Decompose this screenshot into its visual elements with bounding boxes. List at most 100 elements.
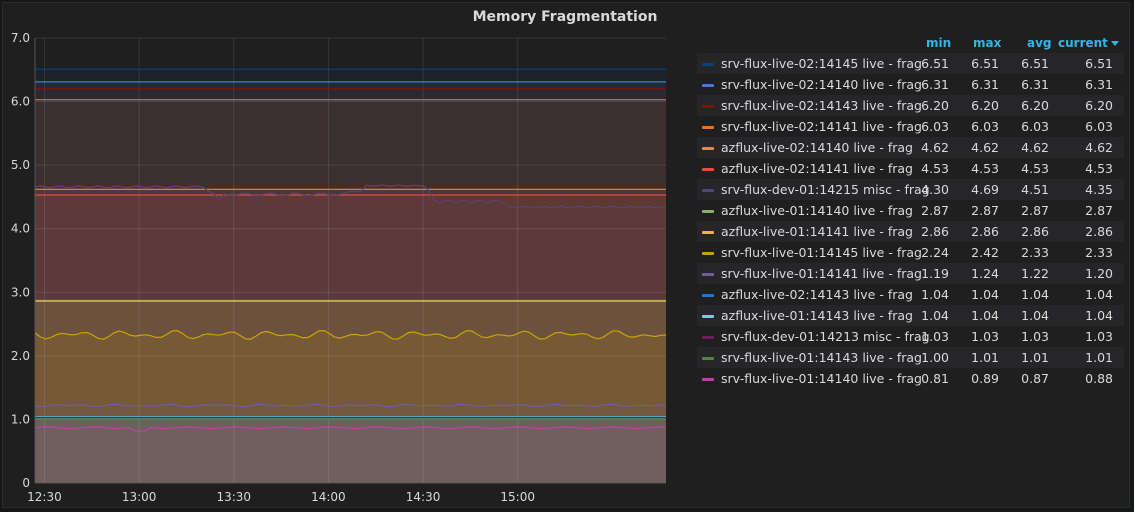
series-color-swatch[interactable] <box>702 126 714 129</box>
chart-axes: 0 1.0 2.0 3.0 4.0 5.0 6.0 7.0 12:30 13:00 13:30 14:… <box>11 31 666 504</box>
series-color-swatch[interactable] <box>702 210 714 213</box>
series-max: 1.04 <box>971 287 999 302</box>
legend-row[interactable]: azflux-live-02:14143 live - frag 1.04 1.04… <box>697 284 1124 305</box>
legend-row[interactable]: srv-flux-live-01:14140 live - frag 0.81 0.… <box>697 368 1124 389</box>
series-fill <box>35 416 666 483</box>
series-max: 1.24 <box>971 266 999 281</box>
series-max: 4.69 <box>971 182 999 197</box>
y-tick-label: 4.0 <box>11 222 30 236</box>
legend-row[interactable]: srv-flux-live-01:14145 live - frag 2.24 2.… <box>697 242 1124 263</box>
series-max: 0.89 <box>971 371 999 386</box>
series-name[interactable]: srv-flux-live-02:14145 live - frag <box>721 56 922 71</box>
series-color-swatch[interactable] <box>702 147 714 150</box>
x-tick-label: 14:00 <box>311 490 346 504</box>
series-color-swatch[interactable] <box>702 231 714 234</box>
legend-header-avg[interactable]: avg <box>1027 36 1052 50</box>
series-max: 1.03 <box>971 329 999 344</box>
series-name[interactable]: srv-flux-live-01:14143 live - frag <box>721 350 922 365</box>
legend-row[interactable]: azflux-live-01:14141 live - frag 2.86 2.86… <box>697 221 1124 242</box>
series-max: 2.42 <box>971 245 999 260</box>
series-name[interactable]: srv-flux-live-02:14140 live - frag <box>721 77 922 92</box>
legend-row[interactable]: azflux-live-02:14140 live - frag 4.62 4.62… <box>697 137 1124 158</box>
legend-row[interactable]: srv-flux-live-02:14140 live - frag 6.31 6.… <box>697 74 1124 95</box>
legend-row[interactable]: srv-flux-live-01:14143 live - frag 1.00 1.… <box>697 347 1124 368</box>
series-color-swatch[interactable] <box>702 294 714 297</box>
series-line[interactable] <box>34 426 667 432</box>
series-color-swatch[interactable] <box>702 189 714 192</box>
series-color-swatch[interactable] <box>702 378 714 381</box>
series-max: 4.53 <box>971 161 999 176</box>
series-name[interactable]: srv-flux-live-02:14143 live - frag <box>721 98 922 113</box>
legend-row[interactable]: azflux-live-01:14140 live - frag 2.87 2.87… <box>697 200 1124 221</box>
series-color-swatch[interactable] <box>702 336 714 339</box>
series-max: 1.04 <box>971 308 999 323</box>
series-avg: 1.22 <box>1021 266 1049 281</box>
legend-row[interactable]: azflux-live-01:14143 live - frag 1.04 1.04… <box>697 305 1124 326</box>
series-max: 2.87 <box>971 203 999 218</box>
y-tick-label: 6.0 <box>11 95 30 109</box>
series-min: 6.20 <box>921 98 949 113</box>
series-max: 2.86 <box>971 224 999 239</box>
series-min: 1.00 <box>921 350 949 365</box>
series-current: 6.31 <box>1085 77 1113 92</box>
series-fill <box>35 69 666 483</box>
legend-header-max[interactable]: max <box>973 36 1002 50</box>
y-tick-label: 5.0 <box>11 158 30 172</box>
series-avg: 6.31 <box>1021 77 1049 92</box>
chart-grid <box>35 37 666 484</box>
series-min: 4.62 <box>921 140 949 155</box>
legend-row[interactable]: srv-flux-dev-01:14215 misc - frag 4.30 4.6… <box>697 179 1124 200</box>
series-color-swatch[interactable] <box>702 357 714 360</box>
series-avg: 4.53 <box>1021 161 1049 176</box>
legend-header-current[interactable]: current <box>1058 36 1120 50</box>
series-name[interactable]: srv-flux-live-01:14141 live - frag <box>721 266 922 281</box>
series-current: 6.20 <box>1085 98 1113 113</box>
series-line[interactable] <box>34 329 667 340</box>
series-color-swatch[interactable] <box>702 273 714 276</box>
series-fill <box>35 426 666 483</box>
series-name[interactable]: azflux-live-02:14141 live - frag <box>721 161 913 176</box>
caret-down-icon <box>1110 40 1119 46</box>
series-name[interactable]: srv-flux-live-02:14141 live - frag <box>721 119 922 134</box>
series-color-swatch[interactable] <box>702 168 714 171</box>
series-max: 6.31 <box>971 77 999 92</box>
y-tick-label: 3.0 <box>11 285 30 299</box>
series-name[interactable]: srv-flux-live-01:14145 live - frag <box>721 245 922 260</box>
series-color-swatch[interactable] <box>702 84 714 87</box>
series-current: 1.20 <box>1085 266 1113 281</box>
series-fill <box>35 416 666 483</box>
series-avg: 2.33 <box>1021 245 1049 260</box>
series-color-swatch[interactable] <box>702 252 714 255</box>
series-current: 6.03 <box>1085 119 1113 134</box>
series-name[interactable]: azflux-live-01:14140 live - frag <box>721 203 913 218</box>
series-name[interactable]: azflux-live-02:14143 live - frag <box>721 287 913 302</box>
series-name[interactable]: azflux-live-02:14140 live - frag <box>721 140 913 155</box>
series-color-swatch[interactable] <box>702 315 714 318</box>
x-tick-label: 14:30 <box>406 490 441 504</box>
legend-header-min[interactable]: min <box>926 36 952 50</box>
series-max: 4.62 <box>971 140 999 155</box>
series-name[interactable]: azflux-live-01:14143 live - frag <box>721 308 913 323</box>
series-current: 2.33 <box>1085 245 1113 260</box>
legend-row[interactable]: srv-flux-live-01:14141 live - frag 1.19 1.… <box>697 263 1124 284</box>
series-name[interactable]: srv-flux-dev-01:14215 misc - frag <box>721 182 930 197</box>
panel-title[interactable]: Memory Fragmentation <box>472 9 658 25</box>
legend-row[interactable]: srv-flux-live-02:14145 live - frag 6.51 6.… <box>697 53 1124 74</box>
series-fill <box>35 195 666 483</box>
series-avg: 1.04 <box>1021 287 1049 302</box>
series-name[interactable]: azflux-live-01:14141 live - frag <box>721 224 913 239</box>
series-color-swatch[interactable] <box>702 105 714 108</box>
legend-row[interactable]: srv-flux-live-02:14143 live - frag 6.20 6.… <box>697 95 1124 116</box>
series-current: 1.04 <box>1085 308 1113 323</box>
series-min: 6.03 <box>921 119 949 134</box>
series-name[interactable]: srv-flux-dev-01:14213 misc - frag <box>721 329 930 344</box>
series-line[interactable] <box>34 184 667 209</box>
series-color-swatch[interactable] <box>702 63 714 66</box>
legend-row[interactable]: srv-flux-live-02:14141 live - frag 6.03 6.… <box>697 116 1124 137</box>
legend-row[interactable]: azflux-live-02:14141 live - frag 4.53 4.53… <box>697 158 1124 179</box>
series-fill <box>35 418 666 483</box>
series-name[interactable]: srv-flux-live-01:14140 live - frag <box>721 371 922 386</box>
series-avg: 2.87 <box>1021 203 1049 218</box>
legend-row[interactable]: srv-flux-dev-01:14213 misc - frag 1.03 1.0… <box>697 326 1124 347</box>
series-line[interactable] <box>34 403 667 408</box>
